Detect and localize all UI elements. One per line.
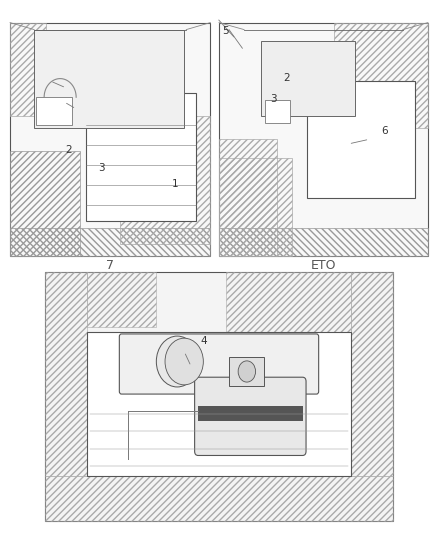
- Bar: [230, 357, 264, 386]
- Bar: [120, 116, 210, 244]
- Bar: [198, 406, 303, 421]
- Text: 7: 7: [106, 259, 114, 271]
- Bar: [10, 22, 46, 116]
- Bar: [36, 97, 72, 125]
- Bar: [261, 41, 355, 116]
- Bar: [87, 272, 156, 327]
- Text: 6: 6: [381, 126, 388, 136]
- Bar: [10, 22, 210, 256]
- FancyBboxPatch shape: [119, 334, 319, 394]
- Bar: [351, 272, 393, 476]
- Bar: [34, 30, 184, 127]
- Bar: [45, 272, 87, 476]
- Bar: [87, 332, 351, 476]
- Bar: [10, 228, 210, 256]
- Text: 1: 1: [172, 179, 179, 189]
- Bar: [219, 158, 292, 256]
- Bar: [265, 100, 290, 123]
- Bar: [307, 81, 415, 198]
- Bar: [219, 139, 278, 256]
- Bar: [219, 228, 428, 256]
- FancyBboxPatch shape: [194, 377, 306, 456]
- Circle shape: [238, 361, 255, 382]
- Bar: [334, 22, 428, 127]
- Bar: [219, 22, 428, 256]
- Bar: [10, 151, 80, 256]
- Text: 4: 4: [201, 336, 207, 346]
- Bar: [226, 272, 351, 342]
- Text: 3: 3: [98, 164, 105, 173]
- Bar: [45, 476, 393, 521]
- Text: 2: 2: [283, 73, 290, 83]
- Text: 2: 2: [66, 145, 72, 155]
- Text: ETO: ETO: [311, 259, 336, 271]
- Circle shape: [165, 338, 203, 385]
- Text: 3: 3: [270, 94, 277, 104]
- Text: 5: 5: [222, 26, 229, 36]
- Bar: [45, 272, 393, 521]
- Circle shape: [156, 336, 198, 387]
- Bar: [86, 93, 196, 221]
